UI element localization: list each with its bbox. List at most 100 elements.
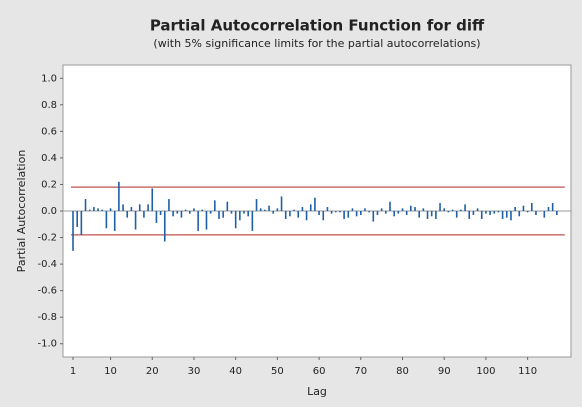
bar bbox=[385, 211, 387, 214]
y-tick-label: 0.8 bbox=[41, 100, 57, 111]
y-tick-label: -0.4 bbox=[37, 259, 57, 270]
bar bbox=[389, 201, 391, 211]
bar bbox=[464, 204, 466, 211]
y-tick-label: 0.6 bbox=[41, 126, 57, 137]
bar bbox=[247, 211, 249, 217]
y-tick-label: 0.4 bbox=[41, 153, 57, 164]
bar bbox=[143, 211, 145, 218]
bar bbox=[293, 209, 295, 211]
bar bbox=[138, 204, 141, 211]
bar bbox=[539, 211, 541, 212]
bar bbox=[480, 211, 483, 219]
bar bbox=[239, 211, 241, 221]
bar bbox=[226, 201, 229, 211]
bar bbox=[368, 211, 370, 213]
x-axis-label: Lag bbox=[307, 385, 327, 398]
x-tick-label: 90 bbox=[438, 366, 451, 377]
bar bbox=[176, 211, 179, 214]
bar bbox=[405, 211, 408, 215]
y-tick-label: 0.0 bbox=[41, 206, 57, 217]
bar bbox=[272, 211, 275, 214]
bar bbox=[430, 211, 433, 217]
bar bbox=[355, 211, 358, 217]
bar bbox=[72, 211, 74, 251]
bar bbox=[168, 199, 170, 211]
bar bbox=[530, 203, 533, 211]
bar bbox=[435, 211, 437, 219]
bar bbox=[297, 211, 300, 218]
bar bbox=[543, 211, 546, 218]
bar bbox=[326, 207, 329, 211]
bar bbox=[426, 211, 429, 219]
bar bbox=[330, 211, 333, 214]
bar bbox=[188, 211, 191, 214]
bar bbox=[184, 209, 187, 211]
y-tick-label: -1.0 bbox=[37, 339, 57, 350]
bar bbox=[547, 207, 550, 211]
x-tick-label: 20 bbox=[146, 366, 159, 377]
bar bbox=[359, 211, 362, 215]
bar bbox=[322, 211, 325, 221]
bar bbox=[243, 211, 245, 214]
bar bbox=[351, 208, 354, 211]
bar bbox=[113, 211, 116, 231]
y-axis-label: Partial Autocorrelation bbox=[15, 150, 28, 273]
x-tick-label: 70 bbox=[354, 366, 367, 377]
bar bbox=[443, 208, 446, 211]
chart-subtitle: (with 5% significance limits for the par… bbox=[153, 37, 480, 50]
bar bbox=[334, 211, 337, 213]
bar bbox=[234, 211, 237, 229]
bar bbox=[447, 211, 450, 213]
bar bbox=[151, 188, 154, 211]
bar bbox=[468, 211, 471, 219]
bar bbox=[289, 211, 291, 217]
bar bbox=[493, 211, 496, 214]
bar bbox=[172, 211, 174, 217]
x-tick-label: 1 bbox=[70, 366, 76, 377]
chart-title: Partial Autocorrelation Function for dif… bbox=[150, 17, 485, 35]
bar bbox=[97, 208, 99, 211]
bar bbox=[130, 207, 133, 211]
x-tick-label: 30 bbox=[188, 366, 201, 377]
bar bbox=[209, 211, 212, 214]
bar bbox=[451, 209, 454, 211]
bar bbox=[551, 203, 554, 211]
bar bbox=[180, 211, 183, 218]
bar bbox=[455, 211, 458, 218]
bar bbox=[318, 211, 320, 215]
x-tick-label: 50 bbox=[271, 366, 284, 377]
bar bbox=[505, 211, 508, 218]
bar bbox=[372, 211, 375, 222]
bar bbox=[222, 211, 224, 218]
bar bbox=[476, 208, 479, 211]
bar bbox=[410, 205, 412, 211]
bar bbox=[439, 203, 441, 211]
bar bbox=[201, 209, 204, 211]
bar bbox=[535, 211, 537, 215]
bar bbox=[259, 208, 262, 211]
bar bbox=[414, 207, 416, 211]
bar bbox=[88, 209, 91, 211]
bar bbox=[193, 208, 195, 211]
bar bbox=[501, 211, 504, 219]
y-tick-label: -0.2 bbox=[37, 233, 57, 244]
bar bbox=[422, 208, 425, 211]
bar bbox=[364, 208, 366, 211]
bar bbox=[305, 211, 308, 221]
x-tick-label: 110 bbox=[518, 366, 537, 377]
bar bbox=[147, 204, 149, 211]
bar bbox=[309, 204, 312, 211]
bar bbox=[155, 211, 158, 223]
bar bbox=[347, 211, 350, 218]
bar bbox=[393, 211, 395, 217]
bar bbox=[197, 211, 199, 231]
bar bbox=[218, 211, 220, 219]
bar bbox=[489, 211, 491, 215]
x-tick-label: 40 bbox=[229, 366, 242, 377]
bar bbox=[109, 208, 112, 211]
bar bbox=[518, 211, 521, 217]
bar bbox=[314, 197, 316, 211]
bar bbox=[268, 205, 270, 211]
bar bbox=[526, 211, 529, 213]
